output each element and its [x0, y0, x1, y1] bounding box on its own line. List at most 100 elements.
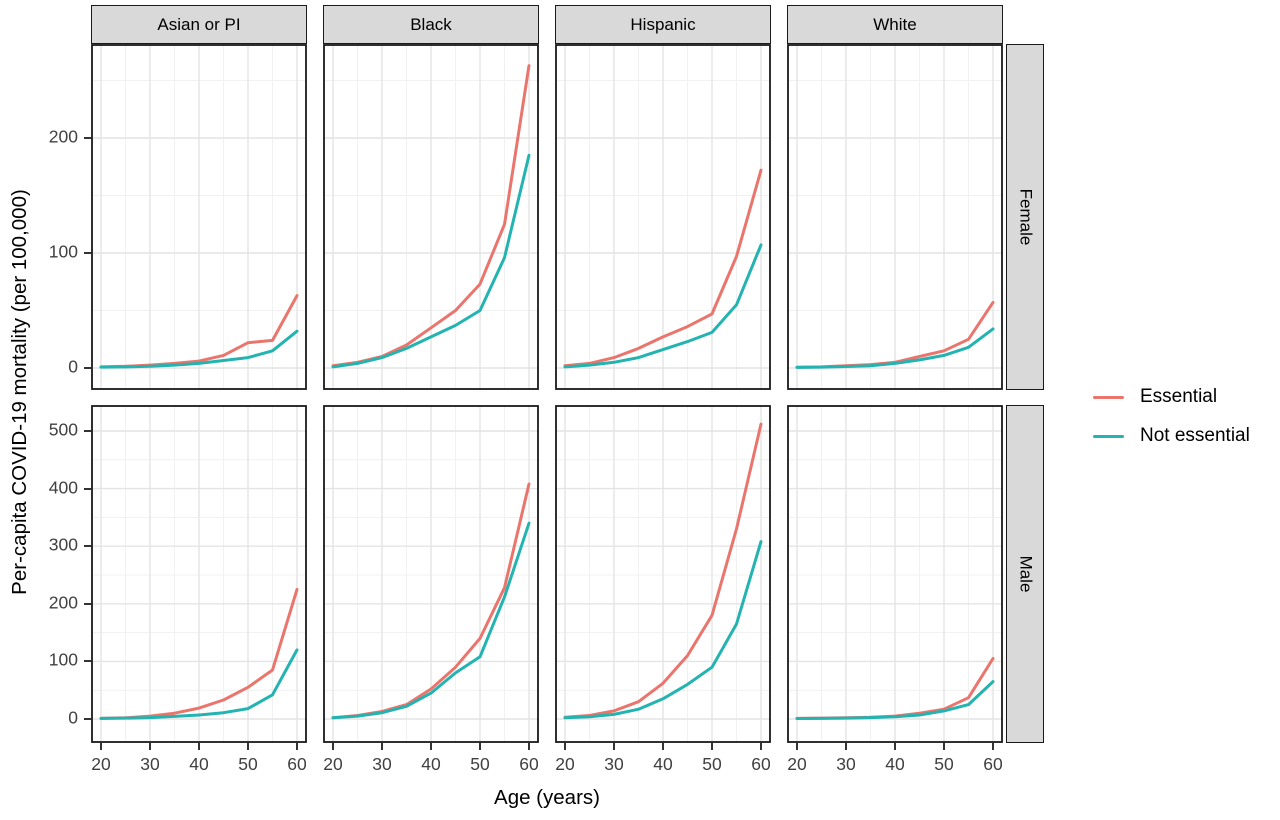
- x-axis-tick: [796, 743, 798, 750]
- panel-white-female: [787, 44, 1003, 390]
- facet-strip-male: Male: [1006, 405, 1044, 743]
- y-tick-label: 0: [68, 356, 78, 377]
- x-axis-tick: [149, 743, 151, 750]
- x-axis-tick: [992, 743, 994, 750]
- legend-label: Essential: [1140, 386, 1218, 407]
- x-tick-label: 40: [653, 754, 673, 774]
- panel-border: [91, 405, 307, 743]
- x-tick-label: 60: [519, 754, 539, 774]
- x-tick-label: 50: [934, 754, 954, 774]
- panel-asian-or-pi-female: [91, 44, 307, 390]
- panel-border: [787, 44, 1003, 390]
- x-tick-label: 50: [470, 754, 490, 774]
- x-tick-label: 20: [323, 754, 343, 774]
- not-essential-line: [99, 329, 299, 369]
- x-axis-tick: [198, 743, 200, 750]
- facet-strip-label: White: [873, 14, 917, 34]
- x-axis-tick: [760, 743, 762, 750]
- panel-hispanic-female: [555, 44, 771, 390]
- x-axis-tick: [894, 743, 896, 750]
- x-axis-tick: [100, 743, 102, 750]
- x-axis-tick: [564, 743, 566, 750]
- essential-line: [563, 168, 763, 368]
- y-tick-label: 200: [48, 592, 78, 613]
- legend-item-not-essential: Not essential: [1093, 425, 1250, 447]
- y-axis-tick: [84, 602, 91, 605]
- y-axis-tick: [84, 367, 91, 369]
- panel-border: [555, 405, 771, 743]
- essential-line-swatch: [1093, 395, 1124, 399]
- x-axis-tick: [528, 743, 530, 750]
- y-axis-tick: [84, 487, 91, 490]
- legend-item-essential: Essential: [1093, 386, 1250, 408]
- y-axis-tick: [84, 137, 91, 139]
- y-tick-label: 300: [48, 534, 78, 555]
- y-tick-label: 100: [48, 650, 78, 671]
- x-tick-label: 60: [983, 754, 1003, 774]
- x-axis-tick: [711, 743, 713, 750]
- panel-black-male: [323, 405, 539, 743]
- panel-white-male: [787, 405, 1003, 743]
- legend-label: Not essential: [1140, 425, 1250, 446]
- x-tick-label: 30: [604, 754, 624, 774]
- x-axis-tick: [613, 743, 615, 750]
- x-axis-tick: [430, 743, 432, 750]
- x-tick-label: 60: [751, 754, 771, 774]
- panel-border: [787, 405, 1003, 743]
- x-tick-label: 60: [287, 754, 307, 774]
- y-axis-tick: [84, 718, 91, 720]
- y-tick-label: 500: [48, 419, 78, 440]
- not-essential-line-swatch: [1093, 434, 1124, 438]
- x-tick-label: 40: [189, 754, 209, 774]
- panel-asian-or-pi-male: [91, 405, 307, 743]
- facet-strip-asian-or-pi: Asian or PI: [91, 5, 307, 44]
- panel-border: [91, 44, 307, 390]
- x-axis-tick: [296, 743, 298, 750]
- y-axis-tick: [84, 252, 91, 254]
- facet-strip-black: Black: [323, 5, 539, 44]
- x-axis-tick: [845, 743, 847, 750]
- not-essential-line: [563, 243, 763, 369]
- not-essential-line: [563, 540, 763, 720]
- y-tick-label: 200: [48, 126, 78, 147]
- y-axis-title: Per-capita COVID-19 mortality (per 100,0…: [8, 189, 31, 595]
- x-axis-tick: [381, 743, 383, 750]
- not-essential-line: [331, 153, 531, 369]
- panel-border: [323, 44, 539, 390]
- not-essential-line: [99, 648, 299, 720]
- y-axis-tick: [84, 660, 91, 663]
- x-axis-tick: [332, 743, 334, 750]
- facet-strip-hispanic: Hispanic: [555, 5, 771, 44]
- facet-strip-female: Female: [1006, 44, 1044, 390]
- facet-strip-white: White: [787, 5, 1003, 44]
- not-essential-line: [795, 680, 995, 720]
- panel-hispanic-male: [555, 405, 771, 743]
- y-axis-tick: [84, 545, 91, 548]
- x-axis-tick: [662, 743, 664, 750]
- y-axis-tick: [84, 430, 91, 432]
- facet-strip-label: Asian or PI: [157, 14, 241, 34]
- legend: Essential Not essential: [1093, 386, 1250, 447]
- x-tick-label: 30: [836, 754, 856, 774]
- panel-border: [555, 44, 771, 390]
- facet-strip-label: Female: [1016, 188, 1035, 246]
- facet-strip-label: Black: [410, 14, 452, 34]
- y-tick-label: 100: [48, 241, 78, 262]
- x-tick-label: 50: [702, 754, 722, 774]
- x-tick-label: 30: [372, 754, 392, 774]
- y-tick-label: 400: [48, 477, 78, 498]
- panel-black-female: [323, 44, 539, 390]
- x-axis-title: Age (years): [494, 786, 600, 809]
- x-tick-label: 30: [140, 754, 160, 774]
- not-essential-line: [795, 327, 995, 369]
- y-tick-label: 0: [68, 707, 78, 728]
- x-tick-label: 20: [787, 754, 807, 774]
- x-tick-label: 50: [238, 754, 258, 774]
- x-tick-label: 20: [555, 754, 575, 774]
- x-axis-tick: [479, 743, 481, 750]
- essential-line: [563, 422, 763, 719]
- x-axis-tick: [247, 743, 249, 750]
- facet-strip-label: Hispanic: [630, 14, 696, 34]
- facet-strip-label: Male: [1016, 555, 1036, 593]
